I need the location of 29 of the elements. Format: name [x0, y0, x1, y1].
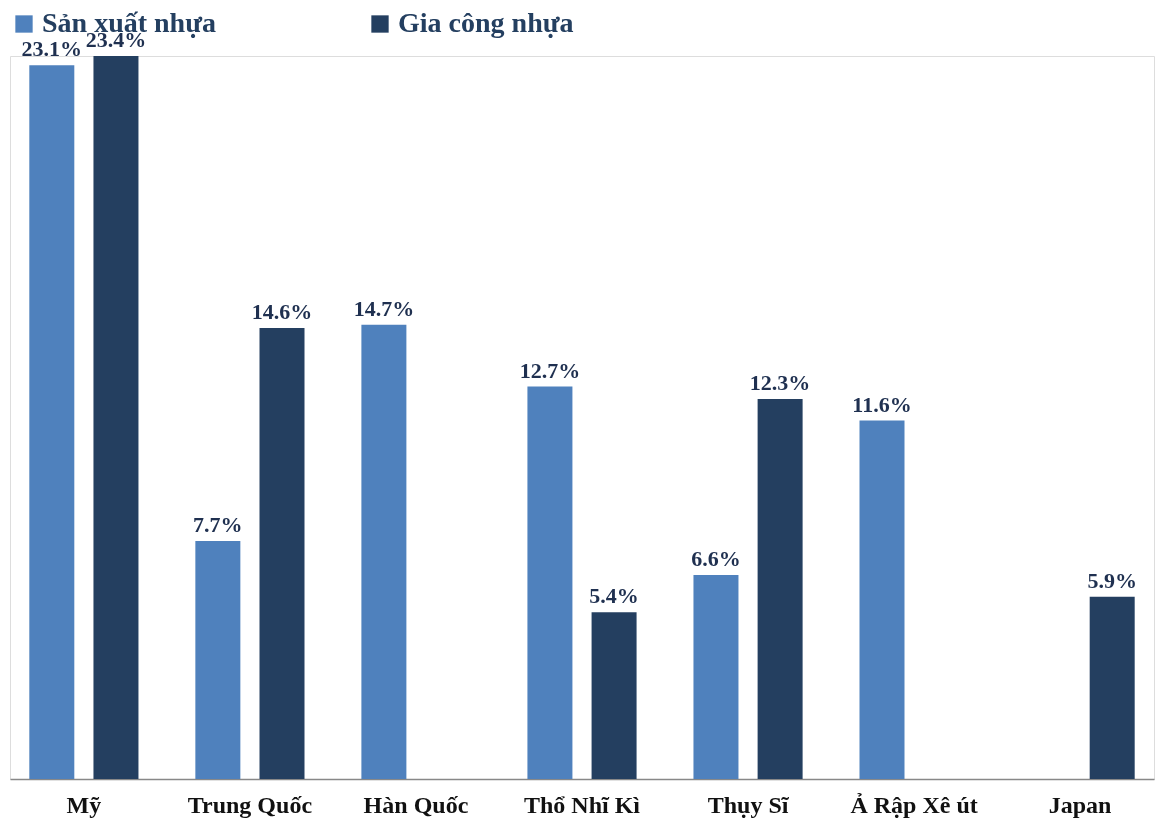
data-label: 5.9%: [1087, 567, 1137, 593]
bar: [93, 56, 139, 779]
legend-label: Gia công nhựa: [398, 7, 574, 38]
bar: [361, 324, 407, 779]
x-tick-label: Trung Quốc: [187, 791, 313, 818]
x-tick-label: Ả Rập Xê út: [850, 791, 978, 818]
data-label: 12.7%: [519, 357, 581, 383]
bar: [1089, 596, 1135, 779]
bar: [259, 327, 305, 779]
bar: [757, 398, 803, 779]
data-label: 5.4%: [589, 583, 639, 609]
data-label: 7.7%: [193, 512, 243, 538]
x-tick-label: Thổ Nhĩ Kì: [523, 791, 641, 818]
bar: [527, 386, 573, 779]
data-label: 12.3%: [749, 369, 811, 395]
x-tick-label: Japan: [1048, 791, 1112, 818]
data-label: 14.6%: [251, 298, 313, 324]
bar: [195, 541, 241, 779]
data-label: 14.7%: [353, 295, 415, 321]
data-label: 6.6%: [691, 546, 741, 572]
bar: [859, 420, 905, 779]
data-label: 23.1%: [21, 36, 83, 62]
bar: [693, 575, 739, 779]
x-tick-label: Thụy Sĩ: [707, 791, 790, 818]
x-tick-label: Hàn Quốc: [363, 791, 469, 818]
bar: [591, 612, 637, 779]
data-label: 11.6%: [852, 391, 912, 417]
x-tick-label: Mỹ: [66, 791, 102, 818]
bar: [29, 65, 75, 779]
